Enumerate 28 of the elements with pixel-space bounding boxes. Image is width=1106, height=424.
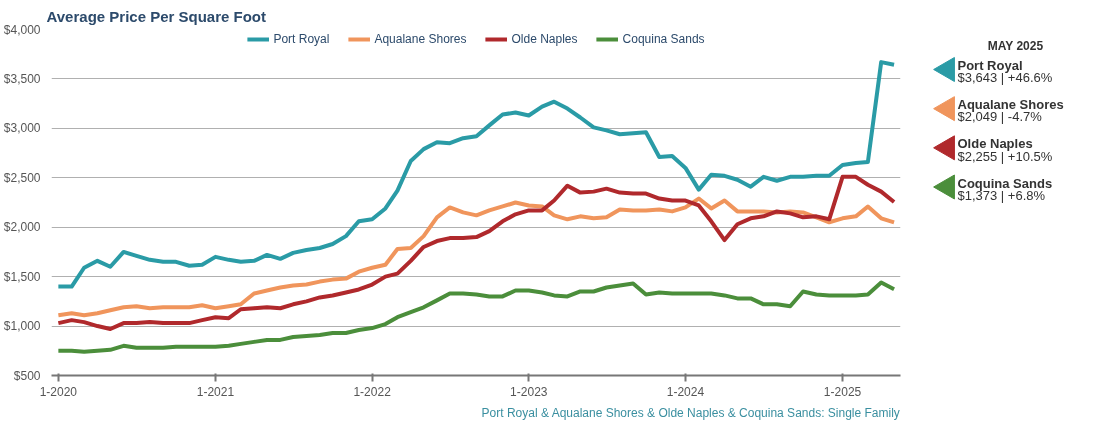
text: MAY 2025 <box>987 39 1044 54</box>
y-tick-label: $1,500 <box>3 269 41 284</box>
y-tick-label: $500 <box>13 368 41 383</box>
line-series <box>56 174 897 332</box>
x-tick-label: 1-2025 <box>823 384 862 399</box>
y-tick-label: $1,000 <box>3 319 41 334</box>
x-tick-label: 1-2021 <box>196 384 235 399</box>
line-series <box>56 60 897 289</box>
x-tick-label: 1-2023 <box>510 384 548 399</box>
x-tick-label: 1-2024 <box>666 384 705 399</box>
line-series <box>56 280 897 354</box>
x-tick-label: 1-2020 <box>39 384 78 399</box>
y-tick-label: $4,000 <box>3 22 41 37</box>
legend-label: Aqualane Shores <box>957 97 1064 113</box>
y-tick-label: $3,500 <box>3 71 41 86</box>
text: Port Royal & Aqualane Shores & Olde Naples & Coquina Sands: Single Family <box>481 405 900 420</box>
line-series <box>56 196 897 318</box>
text: Aqualane Shores <box>374 32 467 46</box>
chart-title: Average Price Per Square Foot <box>46 7 267 25</box>
y-tick-label: $3,000 <box>3 121 41 136</box>
x-tick-label: 1-2022 <box>353 384 392 399</box>
text: Olde Naples <box>511 32 578 46</box>
y-tick-label: $2,500 <box>3 170 41 185</box>
text: Port Royal <box>957 58 1023 74</box>
legend-label: Olde Naples <box>957 136 1033 152</box>
text: Coquina Sands <box>622 32 705 46</box>
y-tick-label: $2,000 <box>3 220 41 235</box>
legend-label: Port Royal <box>273 32 330 46</box>
